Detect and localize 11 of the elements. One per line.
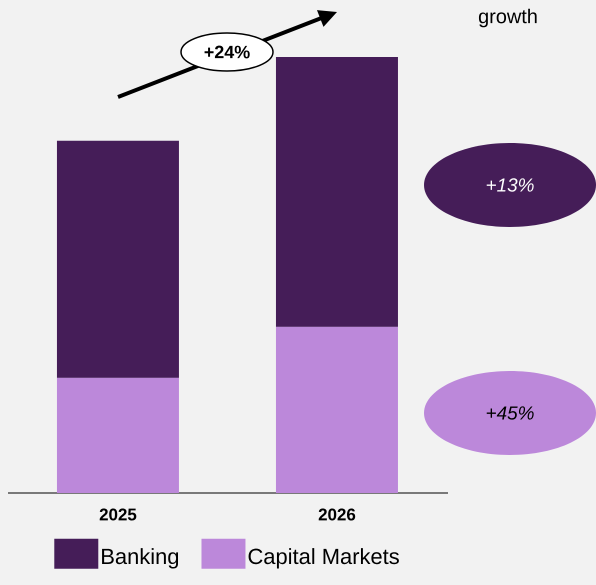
legend-label: Capital Markets [248, 548, 399, 569]
annotation: +24% [204, 46, 250, 58]
bar [276, 326, 398, 493]
x-tick-label: 2026 [318, 508, 356, 521]
bar [56, 378, 179, 493]
legend-label: Banking [102, 548, 178, 569]
x-tick-label: 2025 [100, 508, 136, 521]
text: +45% [486, 406, 534, 420]
text: +13% [486, 178, 534, 192]
bar [56, 140, 179, 378]
text: growth [478, 8, 537, 28]
